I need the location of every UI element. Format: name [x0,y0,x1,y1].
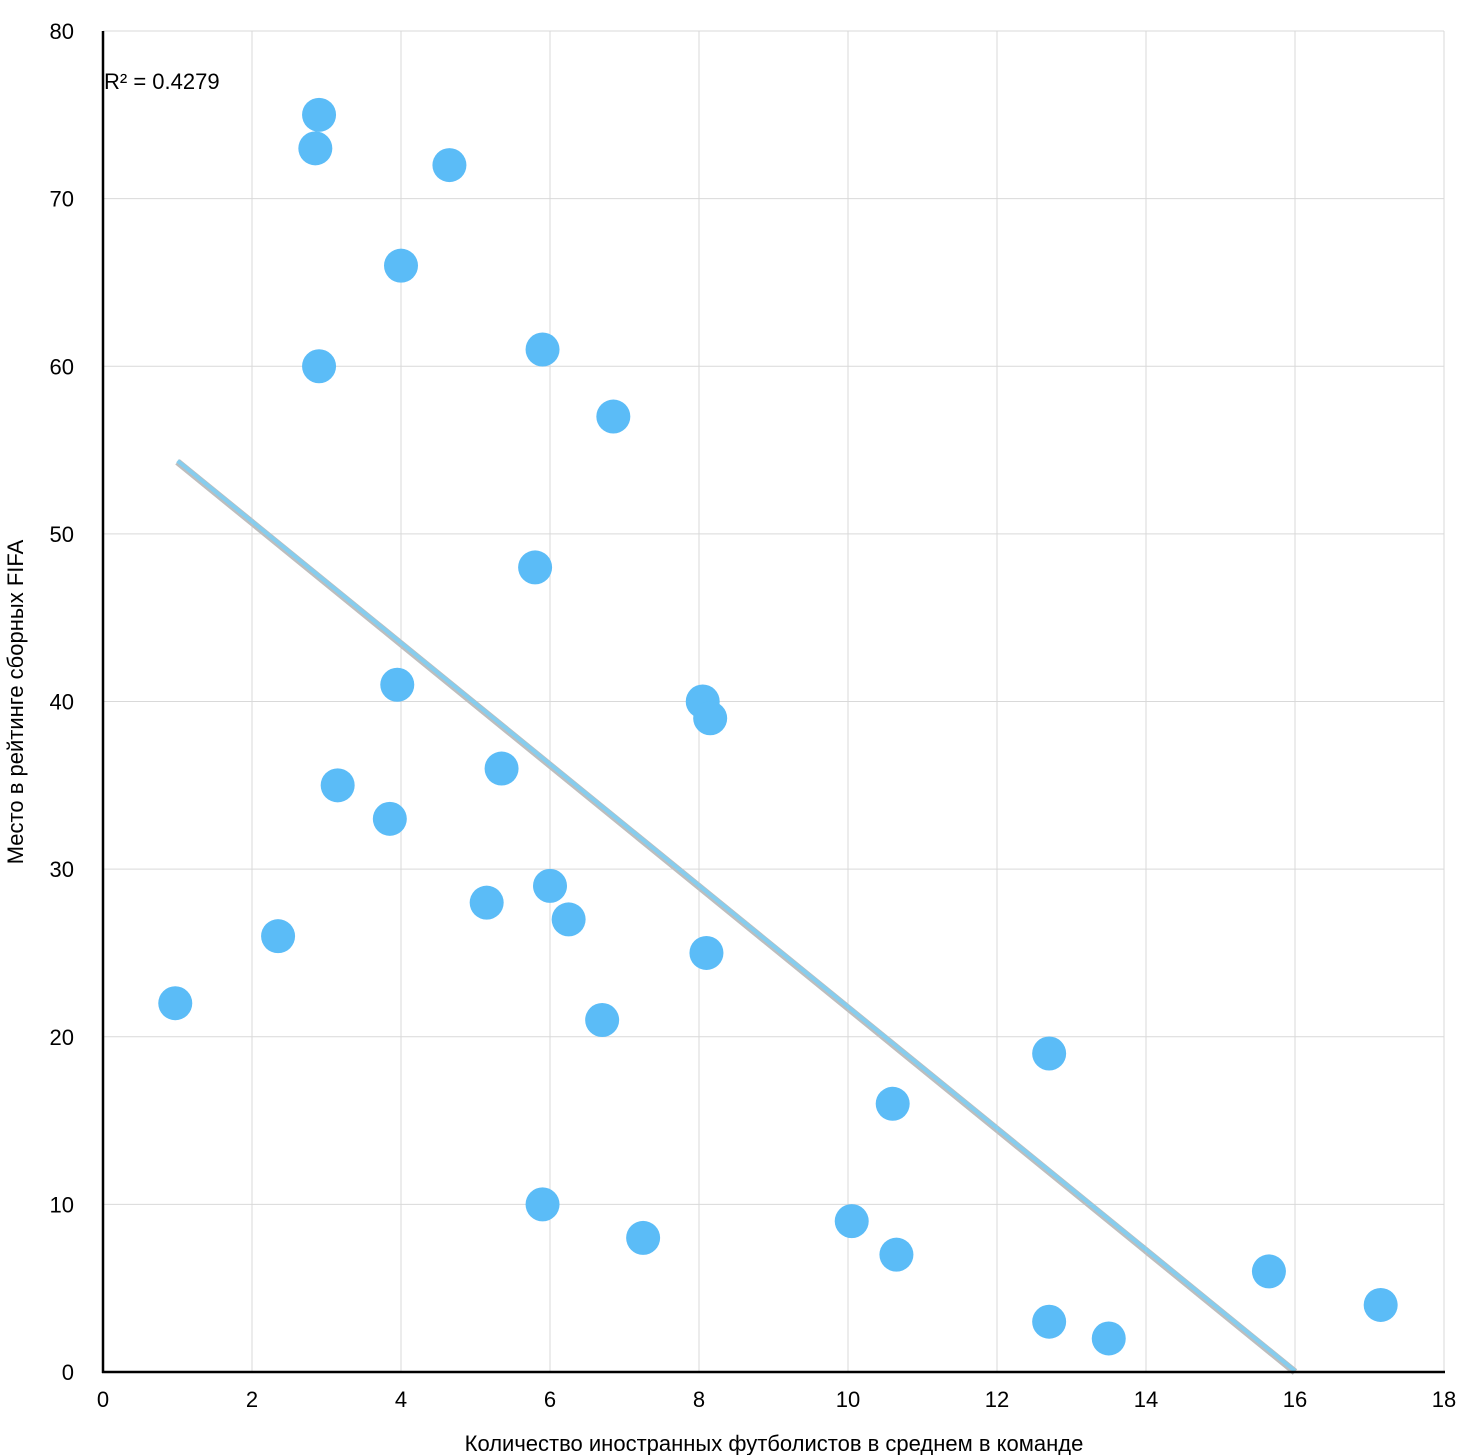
data-point [469,885,504,920]
data-point [298,131,333,166]
data-point [525,1187,560,1222]
data-point [525,332,560,367]
trendline [176,459,1297,1373]
data-point [585,1002,620,1037]
data-point [879,1237,914,1272]
data-point [533,868,567,903]
y-tick-label: 50 [50,522,74,547]
data-point [484,751,519,786]
data-point [432,148,467,183]
data-point [1251,1254,1286,1289]
x-axis-title: Количество иностранных футболистов в сре… [465,1431,1084,1455]
data-point [384,248,418,283]
y-tick-label: 70 [50,187,74,212]
x-tick-label: 2 [246,1387,258,1412]
data-point [1091,1321,1126,1356]
data-point [518,550,553,585]
x-tick-label: 12 [985,1387,1009,1412]
y-tick-label: 0 [62,1360,74,1385]
data-point [320,768,355,803]
tick-labels: 0 2 4 6 8 10 12 14 16 18 0 10 20 30 40 50 60 70 80 [50,19,1457,1412]
x-tick-label: 14 [1134,1387,1158,1412]
trendline-group [175,459,1298,1375]
y-tick-label: 80 [50,19,74,44]
x-tick-label: 16 [1283,1387,1307,1412]
y-tick-label: 10 [50,1192,74,1217]
data-point [596,399,631,434]
data-point [158,986,193,1021]
data-point [626,1220,661,1255]
x-tick-label: 6 [544,1387,556,1412]
grid-lines [103,30,1445,1372]
x-tick-label: 10 [836,1387,860,1412]
data-point [834,1204,869,1239]
data-point [689,935,724,970]
axes [101,31,1445,1374]
data-point [302,349,337,384]
data-point [693,701,728,736]
x-tick-label: 8 [693,1387,705,1412]
data-point [1032,1036,1067,1071]
y-tick-label: 60 [50,354,74,379]
y-tick-label: 40 [50,690,74,715]
data-point [380,667,415,702]
data-point [372,801,407,836]
y-axis-title: Место в рейтинге сборных FIFA [3,539,28,864]
data-point [551,902,586,937]
x-tick-label: 4 [395,1387,407,1412]
x-tick-label: 0 [97,1387,109,1412]
data-point [875,1086,910,1121]
r-squared-annotation: R² = 0.4279 [104,69,220,94]
x-tick-label: 18 [1432,1387,1456,1412]
y-tick-label: 30 [50,857,74,882]
data-points [158,97,1398,1356]
data-point [302,97,337,132]
y-tick-label: 20 [50,1025,74,1050]
data-point [261,919,296,954]
data-point [1363,1287,1398,1322]
data-point [1032,1304,1067,1339]
